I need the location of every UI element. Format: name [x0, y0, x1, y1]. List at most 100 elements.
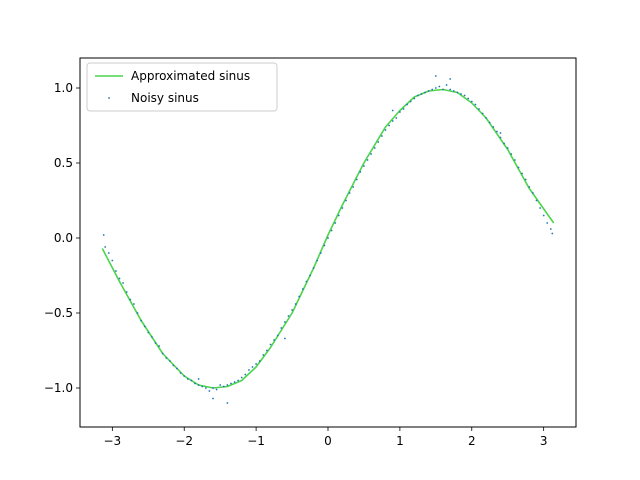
- scatter-point: [255, 363, 257, 365]
- scatter-point: [319, 252, 322, 254]
- scatter-point: [442, 88, 444, 91]
- scatter-point: [381, 135, 383, 137]
- scatter-point: [463, 94, 466, 97]
- scatter-point: [230, 382, 232, 385]
- x-tick-label: 2: [468, 434, 476, 448]
- scatter-point: [298, 295, 301, 298]
- x-tick-label: −1: [247, 434, 265, 448]
- scatter-point: [269, 343, 272, 346]
- scatter-point: [363, 165, 365, 167]
- scatter-point: [409, 100, 412, 103]
- scatter-point: [330, 229, 333, 232]
- scatter-point: [514, 159, 516, 161]
- scatter-point: [399, 111, 401, 113]
- scatter-point: [391, 109, 394, 112]
- scatter-point: [355, 178, 358, 181]
- scatter-point: [542, 214, 545, 217]
- series-line-approximated-sinus: [101, 88, 555, 389]
- y-tick-label: 1.0: [54, 81, 73, 95]
- scatter-point: [449, 88, 452, 91]
- scatter-point: [391, 120, 394, 122]
- scatter-point: [510, 153, 513, 155]
- scatter-point: [345, 199, 347, 202]
- scatter-point: [452, 90, 455, 92]
- y-tick-label: 0.5: [54, 156, 73, 170]
- y-tick-label: −1.0: [44, 381, 73, 395]
- scatter-point: [140, 319, 143, 322]
- scatter-point: [402, 108, 405, 110]
- scatter-point: [341, 207, 344, 209]
- scatter-point: [161, 352, 164, 355]
- scatter-point: [305, 280, 308, 283]
- scatter-point: [208, 390, 211, 392]
- scatter-point: [460, 93, 462, 95]
- scatter-point: [204, 387, 207, 389]
- scatter-point: [395, 117, 398, 119]
- legend: Approximated sinus Noisy sinus: [86, 62, 278, 112]
- scatter-point: [359, 171, 362, 173]
- scatter-point: [348, 192, 351, 194]
- legend-label-noisy-sinus: Noisy sinus: [131, 91, 199, 105]
- scatter-point: [309, 274, 311, 277]
- scatter-point: [183, 375, 186, 377]
- scatter-point: [352, 186, 355, 188]
- scatter-point: [327, 237, 329, 239]
- x-tick-label: −3: [103, 434, 121, 448]
- scatter-point: [478, 108, 480, 110]
- scatter-point: [154, 342, 157, 344]
- scatter-point: [118, 277, 121, 280]
- scatter-point: [449, 78, 452, 80]
- scatter-point: [377, 141, 380, 143]
- scatter-point: [456, 91, 459, 94]
- scatter-point: [287, 315, 290, 317]
- scatter-point: [248, 369, 250, 371]
- scatter-point: [488, 121, 491, 124]
- scatter-point: [528, 186, 531, 188]
- scatter-point: [240, 376, 243, 379]
- scatter-point: [222, 385, 225, 388]
- scatter-point: [503, 142, 505, 145]
- scatter-point: [104, 246, 107, 248]
- scatter-point: [273, 339, 275, 341]
- scatter-point: [294, 303, 297, 305]
- scatter-point: [111, 259, 114, 262]
- scatter-point: [215, 388, 218, 391]
- scatter-point: [107, 252, 110, 254]
- x-axis-ticks: −3 −2 −1 0 1 2 3: [103, 427, 547, 448]
- scatter-point: [384, 129, 387, 131]
- scatter-point: [301, 288, 304, 290]
- scatter-point: [115, 270, 117, 272]
- scatter-point: [445, 84, 448, 86]
- legend-scatter-swatch: [108, 97, 110, 99]
- scatter-point: [233, 381, 236, 383]
- scatter-point: [373, 147, 376, 149]
- scatter-point: [276, 334, 279, 337]
- scatter-point: [143, 325, 146, 328]
- scatter-point: [524, 178, 527, 181]
- scatter-point: [334, 222, 337, 224]
- scatter-point: [262, 354, 265, 356]
- y-tick-label: −0.5: [44, 306, 73, 320]
- scatter-point: [194, 382, 196, 385]
- scatter-point: [388, 124, 390, 127]
- scatter-point: [413, 97, 416, 100]
- scatter-point: [284, 321, 286, 323]
- scatter-point: [122, 282, 124, 284]
- scatter-point: [237, 379, 240, 382]
- scatter-point: [226, 402, 229, 404]
- scatter-point: [219, 384, 222, 386]
- scatter-point: [266, 349, 268, 352]
- scatter-point: [492, 126, 495, 128]
- x-tick-label: −2: [175, 434, 193, 448]
- scatter-point: [172, 364, 175, 367]
- series-scatter-noisy-sinus: [102, 75, 554, 404]
- scatter-point: [549, 228, 552, 230]
- scatter-point: [517, 166, 520, 169]
- scatter-point: [434, 75, 437, 77]
- x-tick-label: 3: [540, 434, 548, 448]
- scatter-point: [481, 112, 484, 115]
- scatter-point: [197, 378, 200, 380]
- scatter-point: [438, 85, 441, 88]
- scatter-point: [427, 90, 430, 92]
